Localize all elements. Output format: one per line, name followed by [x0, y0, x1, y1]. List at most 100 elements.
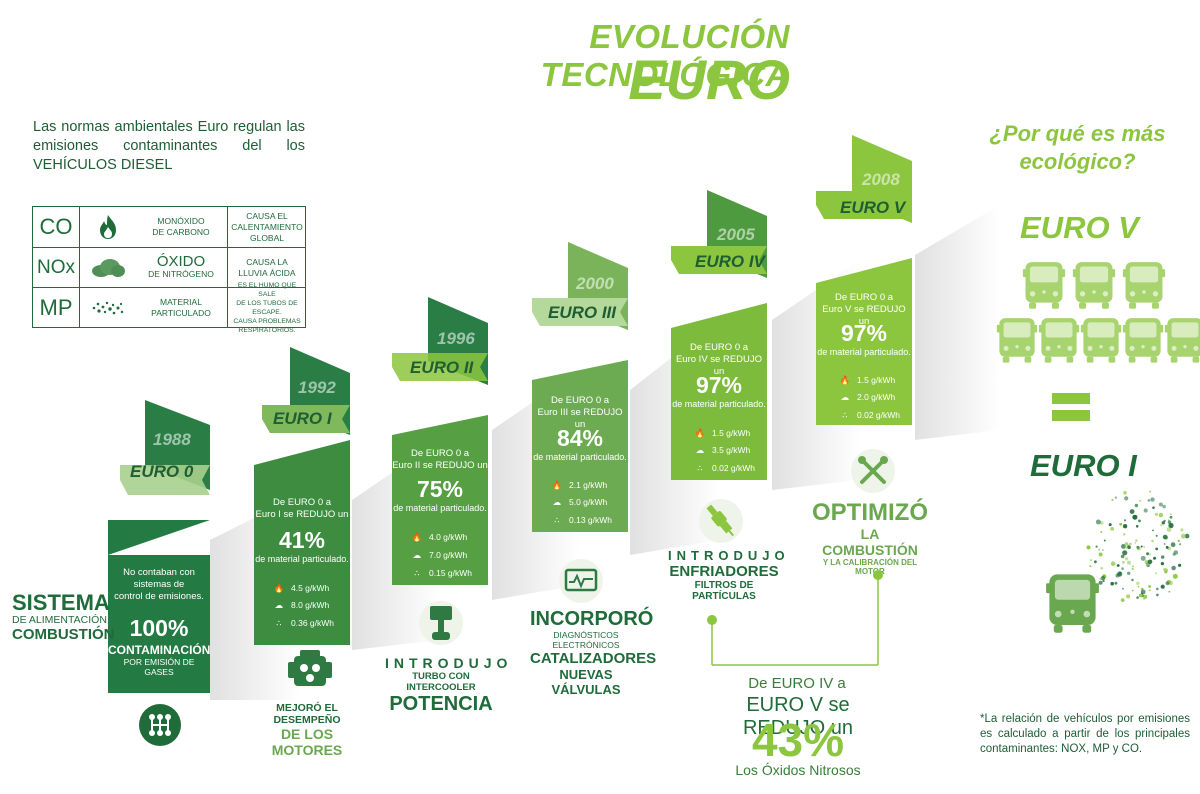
stage-co: 🔥 1.5 g/kWh [839, 374, 896, 386]
diagnostics-icon [558, 558, 604, 609]
stage-year: 1988 [153, 430, 191, 449]
cloud-icon: ☁ [274, 599, 284, 610]
stage-nox: ☁ 8.0 g/kWh [272, 599, 330, 611]
title-line1: EVOLUCIÓN TECNOLÓGICA [540, 18, 790, 93]
particles-icon: ∴ [697, 462, 703, 473]
stage-4-shapes [671, 190, 767, 480]
pollutant-effect: CAUSA LA LLUVIA ÁCIDA [238, 257, 296, 278]
title-line2: EURO [628, 48, 790, 111]
stage-co: 🔥 4.5 g/kWh [273, 582, 330, 594]
stage-pct-sub: de material particulado. [255, 554, 349, 564]
flame-icon [81, 207, 135, 247]
stage-co: 🔥 1.5 g/kWh [694, 427, 751, 439]
flame-icon: 🔥 [411, 531, 423, 542]
pollutant-effect: CAUSA EL CALENTAMIENTO GLOBAL [231, 210, 303, 243]
particles-icon: ∴ [276, 617, 282, 628]
stage-pct: 41% [278, 527, 326, 553]
flame-icon: 🔥 [273, 582, 285, 593]
stage-mp: ∴ 0.36 g/kWh [272, 617, 334, 629]
why-question: ¿Por qué es más ecológico? [989, 121, 1166, 174]
stage-0-shapes [108, 400, 210, 693]
pollutant-row: CO MONÓXIDO DE CARBONO CAUSA EL CALENTAMIE… [33, 207, 305, 247]
cloud-icon: ☁ [552, 496, 562, 507]
bus-icon [1122, 260, 1166, 315]
stage-pct-sub: de material particulado. [817, 347, 911, 357]
bus-icon [1022, 260, 1066, 315]
footnote: *La relación de vehículos por emisiones … [980, 713, 1190, 755]
stage-1-shapes [254, 347, 350, 645]
stage-euro-label: EURO II [410, 358, 474, 377]
pollutant-row: MP MATERIAL PARTICULADO ES EL HUMO QUE SA… [33, 282, 305, 334]
stage-desc: No contaban con sistemas de control de emi… [114, 567, 204, 602]
pollutant-name: MONÓXIDO DE CARBONO [135, 207, 228, 247]
stage-4-panel: De EURO 0 a Euro IV se REDUJO un 97% de m… [671, 342, 767, 482]
stage-pct-sub: de material particulado. [533, 452, 627, 462]
stage-desc: De EURO 0 a Euro IV se REDUJO un [675, 342, 763, 377]
comparison-connector [707, 570, 883, 666]
pollutant-table: CO MONÓXIDO DE CARBONO CAUSA EL CALENTAMIE… [32, 206, 306, 334]
stage-3-shapes [532, 242, 628, 532]
piston-icon [418, 600, 464, 651]
stage-desc: De EURO 0 a Euro III se REDUJO un [537, 395, 623, 430]
tools-icon [850, 448, 896, 499]
pollutant-row: NOx ÓXIDO DE NITRÓGENO CAUSA LA LLUVIA ÁCI… [33, 247, 305, 288]
comparison-line2: EURO V se REDUJO un [742, 694, 854, 739]
bus-icon [1164, 316, 1200, 369]
cloud-icon: ☁ [840, 391, 850, 402]
pollutant-effect: ES EL HUMO QUE SALE DE LOS TUBOS DE ESCAP… [233, 282, 301, 334]
stage-pct-sub: de material particulado. [393, 503, 487, 513]
stage-pct: 97% [840, 320, 888, 346]
stage-1-caption: MEJORÓ EL DESEMPEÑO DE LOS MOTORES [271, 702, 343, 758]
cloud-icon [81, 248, 135, 288]
equals-icon [1052, 393, 1090, 423]
engine-icon [284, 648, 336, 699]
euro-i-label: EURO I [1030, 448, 1137, 483]
stage-desc: De EURO 0 a Euro II se REDUJO un [392, 448, 488, 471]
smoke-particles [1086, 490, 1190, 602]
pollutant-name: ÓXIDO DE NITRÓGENO [135, 248, 228, 288]
stage-pct: 97% [695, 372, 743, 398]
stage-euro-label: EURO V [840, 198, 906, 217]
euro-i-bus [1045, 572, 1100, 634]
pollutant-symbol: MP [33, 288, 80, 328]
bus-icon [1080, 316, 1122, 369]
bus-icon [1072, 260, 1116, 315]
stage-4-caption: INTRODUJO ENFRIADORES FILTROS DE PARTÍCU… [668, 548, 790, 602]
stage-3-caption: INCORPORÓ DIAGNÓSTICOS ELECTRÓNICOS CATA… [530, 608, 657, 697]
stage-nox: ☁ 5.0 g/kWh [550, 496, 608, 508]
comparison-line4: Los Óxidos Nitrosos [735, 762, 861, 778]
stage-mp: ∴ 0.15 g/kWh [410, 567, 472, 579]
gearbox-icon [138, 703, 182, 752]
flame-icon: 🔥 [551, 479, 563, 490]
stage-pct-sub: CONTAMINACIÓN [108, 643, 211, 657]
stage-euro-label: EURO III [548, 303, 617, 322]
stage-2-panel: De EURO 0 a Euro II se REDUJO un 75% de m… [392, 448, 488, 588]
cloud-icon: ☁ [695, 444, 705, 455]
stage-5-caption: OPTIMIZÓ LA COMBUSTIÓN Y LA CALIBRACIÓN … [812, 499, 928, 577]
euro-v-buses [990, 260, 1200, 370]
pollutant-symbol: NOx [33, 248, 80, 288]
stage-2-shapes [392, 297, 488, 585]
stage-mp: ∴ 0.02 g/kWh [693, 462, 755, 474]
flame-icon: 🔥 [694, 427, 706, 438]
particles-icon: ∴ [414, 567, 420, 578]
bus-icon [1045, 572, 1100, 639]
spark-plug-icon [698, 498, 744, 549]
stage-5-shapes [816, 135, 912, 425]
stage-0-panel: No contaban con sistemas de control de emi… [108, 563, 210, 693]
stage-nox: ☁ 2.0 g/kWh [838, 391, 896, 403]
stage-nox: ☁ 7.0 g/kWh [410, 550, 468, 561]
stage-3-panel: De EURO 0 a Euro III se REDUJO un 84% de … [532, 395, 628, 535]
particles-icon [81, 288, 135, 328]
stage-mp: ∴ 0.02 g/kWh [838, 410, 900, 421]
stage-co: 🔥 4.0 g/kWh [411, 531, 468, 543]
stage-year: 1996 [437, 329, 475, 348]
stage-desc: De EURO 0 a Euro I se REDUJO un [255, 497, 349, 520]
particles-icon: ∴ [554, 514, 560, 525]
stage-year: 2008 [862, 170, 900, 189]
pollutant-symbol: CO [33, 207, 80, 247]
comparison-line1: De EURO IV a [748, 675, 846, 692]
stage-year: 2005 [717, 225, 755, 244]
stage-euro-label: EURO 0 [130, 462, 194, 481]
bus-icon [1122, 316, 1164, 369]
